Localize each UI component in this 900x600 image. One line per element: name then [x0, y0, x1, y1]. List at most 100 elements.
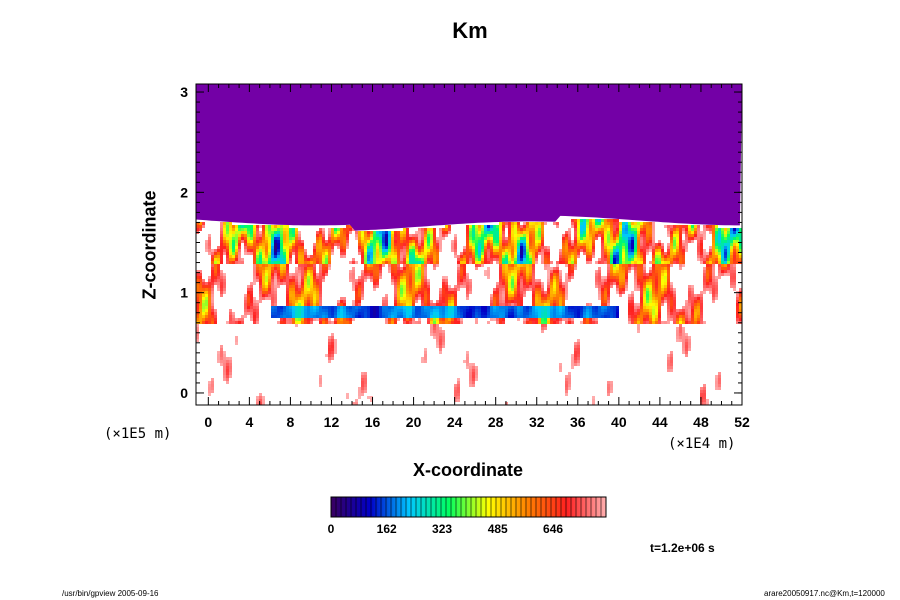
field-cell [496, 237, 499, 240]
field-cell [649, 300, 652, 303]
field-cell [397, 243, 400, 246]
field-cell [574, 222, 577, 225]
field-cell [493, 309, 496, 312]
field-cell [583, 246, 586, 249]
field-cell [565, 393, 568, 396]
field-cell [313, 261, 316, 264]
field-cell [523, 315, 526, 318]
field-cell [475, 225, 478, 228]
field-cell [682, 255, 685, 258]
field-cell [298, 246, 301, 249]
field-cell [619, 288, 622, 291]
field-cell [679, 315, 682, 318]
field-cell [223, 291, 226, 294]
field-cell [565, 291, 568, 294]
field-cell [259, 282, 262, 285]
field-cell [580, 219, 583, 222]
field-cell [478, 309, 481, 312]
field-cell [703, 252, 706, 255]
field-cell [706, 276, 709, 279]
field-cell [445, 279, 448, 282]
field-cell [541, 255, 544, 258]
field-cell [358, 291, 361, 294]
field-cell [433, 303, 436, 306]
field-cell [376, 264, 379, 267]
field-cell [526, 267, 529, 270]
field-cell [199, 297, 202, 300]
field-cell [718, 273, 721, 276]
field-cell [610, 228, 613, 231]
field-cell [259, 234, 262, 237]
field-cell [610, 219, 613, 222]
field-cell [427, 288, 430, 291]
field-cell [388, 240, 391, 243]
field-cell [256, 240, 259, 243]
field-cell [631, 312, 634, 315]
field-cell [271, 246, 274, 249]
field-cell [517, 309, 520, 312]
field-cell [511, 225, 514, 228]
field-cell [649, 312, 652, 315]
field-cell [520, 225, 523, 228]
field-cell [370, 243, 373, 246]
field-cell [475, 240, 478, 243]
field-cell [331, 252, 334, 255]
field-cell [547, 282, 550, 285]
field-cell [259, 273, 262, 276]
field-cell [610, 231, 613, 234]
field-cell [628, 231, 631, 234]
field-cell [634, 282, 637, 285]
field-cell [397, 246, 400, 249]
field-cell [733, 285, 736, 288]
field-cell [211, 384, 214, 387]
field-cell [322, 249, 325, 252]
field-cell [718, 249, 721, 252]
field-cell [631, 291, 634, 294]
field-cell [430, 249, 433, 252]
field-cell [607, 288, 610, 291]
field-cell [319, 231, 322, 234]
field-cell [319, 381, 322, 384]
field-cell [331, 345, 334, 348]
field-cell [667, 312, 670, 315]
field-cell [532, 303, 535, 306]
field-cell [739, 237, 742, 240]
field-cell [406, 252, 409, 255]
field-cell [520, 291, 523, 294]
field-cell [196, 333, 199, 336]
field-cell [361, 231, 364, 234]
field-cell [436, 342, 439, 345]
field-cell [412, 294, 415, 297]
field-cell [361, 249, 364, 252]
field-cell [382, 255, 385, 258]
y-tick-label: 1 [180, 285, 188, 301]
field-cell [736, 240, 739, 243]
field-cell [508, 303, 511, 306]
field-cell [229, 357, 232, 360]
field-cell [727, 234, 730, 237]
field-cell [406, 309, 409, 312]
field-cell [220, 351, 223, 354]
field-cell [373, 306, 376, 309]
field-cell [424, 348, 427, 351]
field-cell [265, 294, 268, 297]
field-cell [505, 288, 508, 291]
field-cell [331, 321, 334, 324]
field-cell [316, 234, 319, 237]
field-cell [490, 255, 493, 258]
field-cell [394, 246, 397, 249]
field-cell [319, 312, 322, 315]
field-cell [607, 225, 610, 228]
field-cell [460, 267, 463, 270]
field-cell [472, 231, 475, 234]
field-cell [292, 321, 295, 324]
field-cell [274, 231, 277, 234]
field-cell [286, 234, 289, 237]
field-cell [538, 315, 541, 318]
field-cell [571, 252, 574, 255]
field-cell [661, 282, 664, 285]
field-cell [226, 372, 229, 375]
field-cell [520, 246, 523, 249]
field-cell [304, 279, 307, 282]
field-cell [364, 267, 367, 270]
